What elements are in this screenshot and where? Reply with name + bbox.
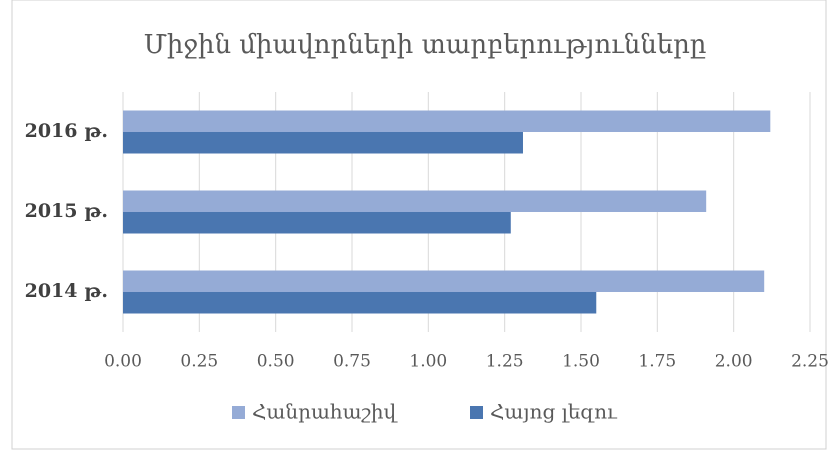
legend-swatch — [470, 406, 483, 419]
x-tick-label: 1.75 — [638, 352, 676, 372]
bar — [123, 292, 597, 314]
x-tick-label: 2.25 — [791, 352, 829, 372]
x-tick-label: 0.25 — [180, 352, 218, 372]
bar — [123, 212, 511, 234]
chart-title: Միջին միավորների տարբերությունները — [144, 30, 707, 60]
x-tick-label: 0.75 — [333, 352, 371, 372]
x-tick-label: 0.50 — [257, 352, 295, 372]
legend-label: Հանրահաշիվ — [252, 400, 399, 424]
x-tick-label: 2.00 — [715, 352, 753, 372]
y-tick-label: 2016 թ. — [25, 120, 108, 142]
bar — [123, 132, 523, 154]
y-tick-label: 2015 թ. — [25, 200, 108, 222]
x-tick-label: 1.00 — [409, 352, 447, 372]
legend-label: Հայոց լեզու — [490, 400, 618, 424]
bar — [123, 270, 765, 292]
bar — [123, 190, 707, 212]
x-tick-label: 0.00 — [104, 352, 142, 372]
y-tick-label: 2014 թ. — [25, 280, 108, 302]
x-tick-label: 1.25 — [486, 352, 524, 372]
bar — [123, 110, 771, 132]
x-tick-label: 1.50 — [562, 352, 600, 372]
legend-swatch — [232, 406, 245, 419]
